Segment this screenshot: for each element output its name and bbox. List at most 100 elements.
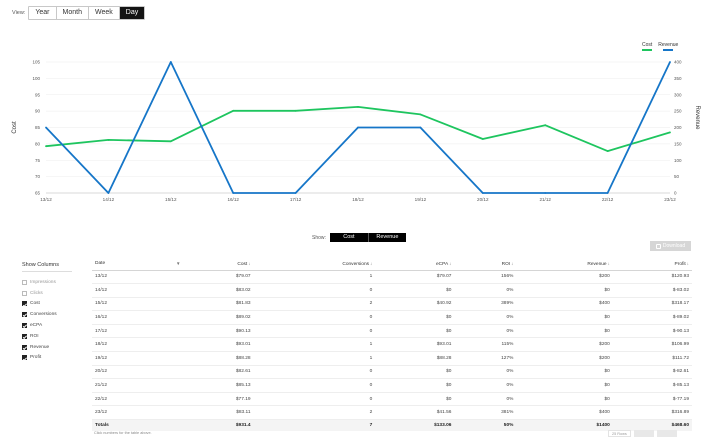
- table-row: 22/12 $77.19 0 $0 0% $0 $-77.19: [92, 392, 692, 407]
- column-option-impressions[interactable]: Impressions: [22, 277, 82, 288]
- column-option-label: Clicks: [30, 290, 43, 296]
- cell-conversions: 0: [253, 324, 376, 339]
- checkbox-cost[interactable]: [22, 301, 27, 307]
- checkbox-revenue[interactable]: [22, 344, 27, 350]
- cell-revenue: $0: [516, 365, 613, 380]
- column-option-label: Cost: [30, 301, 40, 307]
- legend-item-cost[interactable]: Cost: [642, 42, 652, 51]
- x-tick-label: 23/12: [664, 197, 676, 202]
- rows-per-page-select[interactable]: 25 Rows: [608, 430, 631, 437]
- data-point-cost: [544, 124, 547, 127]
- column-option-label: Conversions: [30, 312, 57, 318]
- cell-date: 19/12: [92, 351, 184, 366]
- cell-conversions: 2: [253, 297, 376, 312]
- checkbox-ecpa[interactable]: [22, 323, 27, 329]
- x-tick-label: 22/12: [602, 197, 614, 202]
- y2-axis-label: Revenue: [694, 105, 700, 130]
- y-tick-label: 85: [35, 125, 41, 130]
- checkbox-roi[interactable]: [22, 333, 27, 339]
- column-option-profit[interactable]: Profit: [22, 353, 82, 364]
- cell-cost: $79.07: [183, 270, 254, 285]
- header-profit[interactable]: Profit↓: [612, 258, 692, 271]
- view-year-button[interactable]: Year: [29, 7, 56, 19]
- header-date[interactable]: Date: [92, 258, 172, 271]
- y-tick-label: 70: [35, 174, 41, 179]
- legend-label-revenue: Revenue: [658, 42, 679, 48]
- table-row: 20/12 $82.61 0 $0 0% $0 $-82.61: [92, 365, 692, 380]
- x-tick-label: 18/12: [352, 197, 364, 202]
- data-point-revenue: [357, 126, 359, 129]
- cell-profit: $316.89: [612, 405, 692, 421]
- cell-date: 18/12: [92, 337, 184, 353]
- checkbox-conversions[interactable]: [22, 312, 27, 318]
- legend-item-revenue[interactable]: Revenue: [658, 42, 678, 51]
- cell-date: 16/12: [92, 310, 184, 325]
- cell-date: 23/12: [92, 405, 184, 421]
- cell-conversions: 0: [253, 378, 376, 393]
- header-roi[interactable]: ROI↓: [454, 258, 517, 271]
- view-day-button[interactable]: Day: [118, 7, 145, 19]
- header-profit-label: Profit: [674, 261, 686, 267]
- cell-date: 15/12: [92, 297, 184, 312]
- legend-swatch-cost: [642, 49, 653, 51]
- view-month-button[interactable]: Month: [55, 7, 88, 19]
- table-row: 19/12 $88.28 1 $88.28 127% $200 $111.72: [92, 351, 692, 366]
- show-cost-button[interactable]: Cost: [329, 233, 368, 242]
- data-point-revenue: [294, 192, 297, 194]
- data-point-revenue: [669, 61, 671, 63]
- data-table-container: Date ▼ Cost↓ Conversions↓ eCPA↓ ROI↓ Rev…: [92, 258, 692, 431]
- cell-profit: $-77.19: [612, 392, 692, 407]
- column-option-list: Impressions Clicks Cost Conversions eCPA ROI R…: [22, 277, 82, 363]
- cell-ecpa: $41.56: [375, 405, 455, 421]
- cell-cost: $90.13: [183, 324, 254, 339]
- cell-profit: $120.93: [612, 270, 692, 285]
- header-conversions[interactable]: Conversions↓: [253, 258, 376, 271]
- table-row: 23/12 $83.11 2 $41.56 381% $400 $316.89: [92, 405, 692, 421]
- download-button[interactable]: Download: [650, 241, 691, 251]
- cell-roi: 389%: [454, 297, 517, 312]
- y-tick-label: 95: [35, 92, 41, 97]
- view-button-group: Year Month Week Day: [28, 6, 146, 20]
- cell-ecpa: $0: [375, 392, 455, 407]
- header-cost-label: Cost: [237, 261, 248, 267]
- x-tick-label: 21/12: [539, 197, 551, 202]
- view-week-button[interactable]: Week: [87, 7, 119, 19]
- column-option-revenue[interactable]: Revenue: [22, 342, 82, 353]
- y2-tick-label: 400: [674, 60, 682, 65]
- show-revenue-button[interactable]: Revenue: [367, 233, 406, 242]
- table-row: 16/12 $89.02 0 $0 0% $0 $-89.02: [92, 310, 692, 325]
- y2-tick-label: 50: [674, 174, 680, 179]
- column-option-label: Profit: [30, 355, 42, 361]
- column-option-conversions[interactable]: Conversions: [22, 309, 82, 320]
- column-option-roi[interactable]: ROI: [22, 331, 82, 342]
- cell-roi: 0%: [454, 392, 517, 407]
- data-point-revenue: [606, 192, 609, 194]
- cell-roi: 0%: [454, 283, 517, 298]
- column-option-clicks[interactable]: Clicks: [22, 288, 82, 299]
- cell-cost: $88.28: [183, 351, 254, 366]
- column-option-label: eCPA: [30, 323, 43, 329]
- table-row: 13/12 $79.07 1 $79.07 156% $200 $120.93: [92, 270, 692, 285]
- download-label: Download: [662, 243, 686, 249]
- cell-ecpa: $93.01: [375, 337, 455, 353]
- cell-date: Totals: [92, 419, 184, 431]
- column-option-ecpa[interactable]: eCPA: [22, 320, 82, 331]
- checkbox-impressions[interactable]: [22, 279, 27, 285]
- table-row: 18/12 $93.01 1 $93.01 115% $200 $106.99: [92, 337, 692, 353]
- column-option-label: Revenue: [30, 344, 50, 350]
- cell-roi: 127%: [454, 351, 517, 366]
- prev-page-button[interactable]: [633, 430, 654, 437]
- header-revenue[interactable]: Revenue↓: [516, 258, 613, 271]
- header-ecpa[interactable]: eCPA↓: [375, 258, 455, 271]
- cell-revenue: $200: [516, 351, 613, 366]
- header-date-sort[interactable]: ▼: [172, 258, 184, 271]
- cell-date: 20/12: [92, 365, 184, 380]
- checkbox-clicks[interactable]: [22, 290, 27, 296]
- legend-label-cost: Cost: [642, 42, 653, 48]
- checkbox-profit[interactable]: [22, 355, 27, 361]
- data-point-cost: [481, 138, 484, 140]
- data-point-revenue: [107, 192, 110, 194]
- header-cost[interactable]: Cost↓: [183, 258, 254, 271]
- next-page-button[interactable]: [656, 430, 677, 437]
- column-option-cost[interactable]: Cost: [22, 299, 82, 310]
